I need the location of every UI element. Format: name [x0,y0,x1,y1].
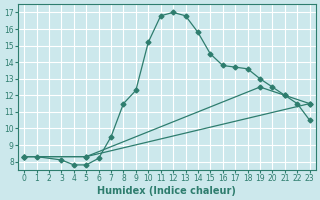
X-axis label: Humidex (Indice chaleur): Humidex (Indice chaleur) [98,186,236,196]
